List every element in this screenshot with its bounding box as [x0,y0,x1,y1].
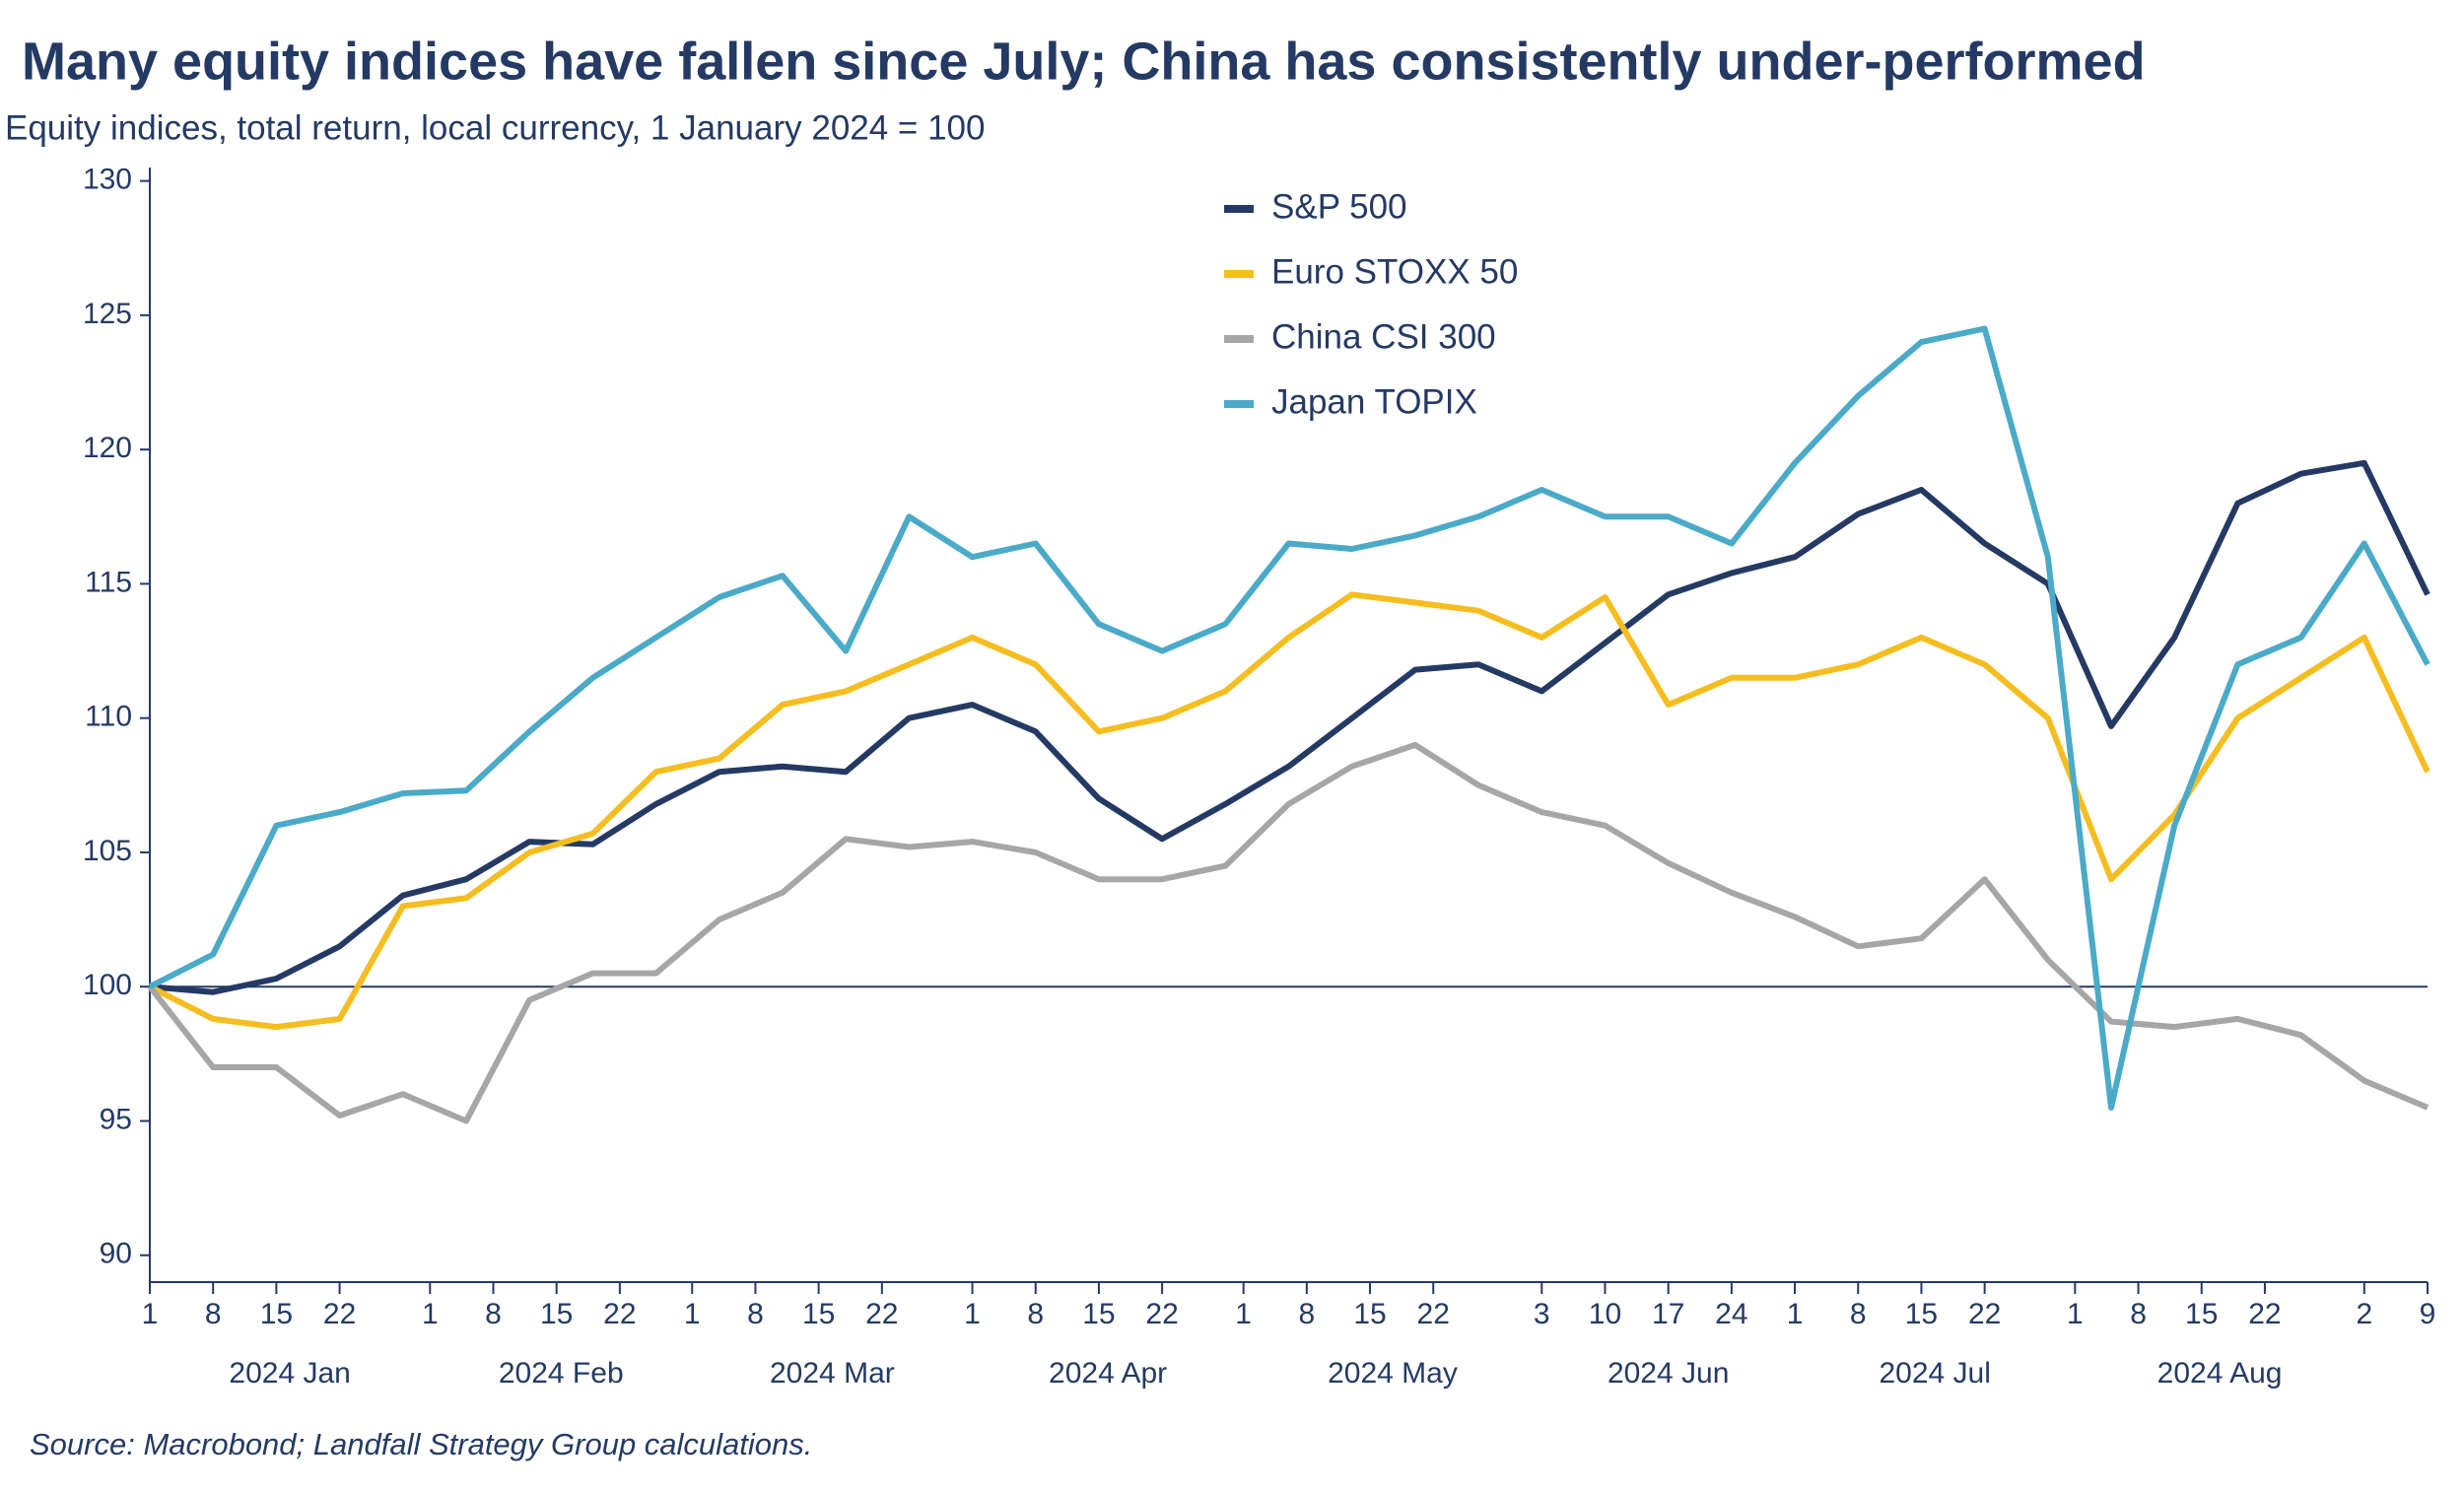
x-tick-label: 8 [1850,1298,1867,1330]
y-tick-label: 115 [85,566,132,598]
x-tick-label: 15 [540,1298,573,1330]
series-line [148,591,2430,1031]
x-tick-label: 15 [1905,1298,1938,1330]
x-tick-label: 22 [323,1298,356,1330]
x-tick-label: 3 [1534,1298,1550,1330]
legend-label: Japan TOPIX [1271,382,1477,421]
x-tick-label: 17 [1652,1298,1684,1330]
x-tick-label: 15 [1082,1298,1115,1330]
x-tick-label: 22 [1145,1298,1178,1330]
x-tick-label: 1 [142,1298,159,1330]
x-tick-label: 8 [1298,1298,1315,1330]
x-tick-label: 9 [2420,1298,2436,1330]
x-tick-label: 1 [684,1298,701,1330]
y-tick-label: 95 [100,1103,132,1135]
x-tick-label: 1 [2067,1298,2084,1330]
x-tick-label: 8 [747,1298,764,1330]
x-tick-label: 22 [603,1298,636,1330]
series-line [148,325,2430,1111]
y-tick-label: 110 [85,701,132,733]
x-tick-label: 15 [260,1298,293,1330]
chart-title: Many equity indices have fallen since Ju… [22,32,2146,91]
x-group-label: 2024 May [1328,1357,1458,1390]
x-tick-label: 1 [422,1298,439,1330]
series-line [149,459,2430,995]
x-tick-label: 22 [1968,1298,2001,1330]
y-tick-label: 125 [83,298,132,330]
y-tick-label: 100 [83,969,132,1001]
y-tick-label: 105 [83,835,132,867]
x-tick-label: 1 [1235,1298,1252,1330]
x-group-label: 2024 Jul [1879,1357,1990,1390]
x-tick-label: 1 [964,1298,981,1330]
x-tick-label: 22 [865,1298,898,1330]
legend-label: Euro STOXX 50 [1271,252,1518,291]
x-tick-label: 8 [485,1298,502,1330]
x-tick-label: 15 [1353,1298,1386,1330]
x-tick-label: 15 [2185,1298,2218,1330]
x-tick-label: 1 [1787,1298,1804,1330]
x-tick-label: 8 [205,1298,222,1330]
legend-label: China CSI 300 [1271,317,1496,356]
x-tick-label: 2 [2356,1298,2372,1330]
legend-label: S&P 500 [1271,187,1407,226]
x-group-label: 2024 Mar [770,1357,895,1390]
x-tick-label: 22 [2248,1298,2281,1330]
x-tick-label: 8 [2130,1298,2147,1330]
x-group-label: 2024 Jun [1608,1357,1729,1390]
source-note: Source: Macrobond; Landfall Strategy Gro… [30,1427,812,1461]
x-tick-label: 8 [1027,1298,1044,1330]
y-tick-label: 90 [100,1238,132,1270]
x-group-label: 2024 Feb [499,1357,624,1390]
y-tick-label: 120 [83,432,132,464]
x-tick-label: 10 [1589,1298,1621,1330]
series-line [147,741,2430,1124]
chart-subtitle: Equity indices, total return, local curr… [5,108,986,147]
x-group-label: 2024 Apr [1049,1357,1167,1390]
x-tick-label: 15 [802,1298,835,1330]
x-tick-label: 24 [1715,1298,1747,1330]
x-group-label: 2024 Aug [2157,1357,2283,1390]
x-tick-label: 22 [1417,1298,1450,1330]
y-tick-label: 130 [83,164,132,196]
x-group-label: 2024 Jan [229,1357,350,1390]
